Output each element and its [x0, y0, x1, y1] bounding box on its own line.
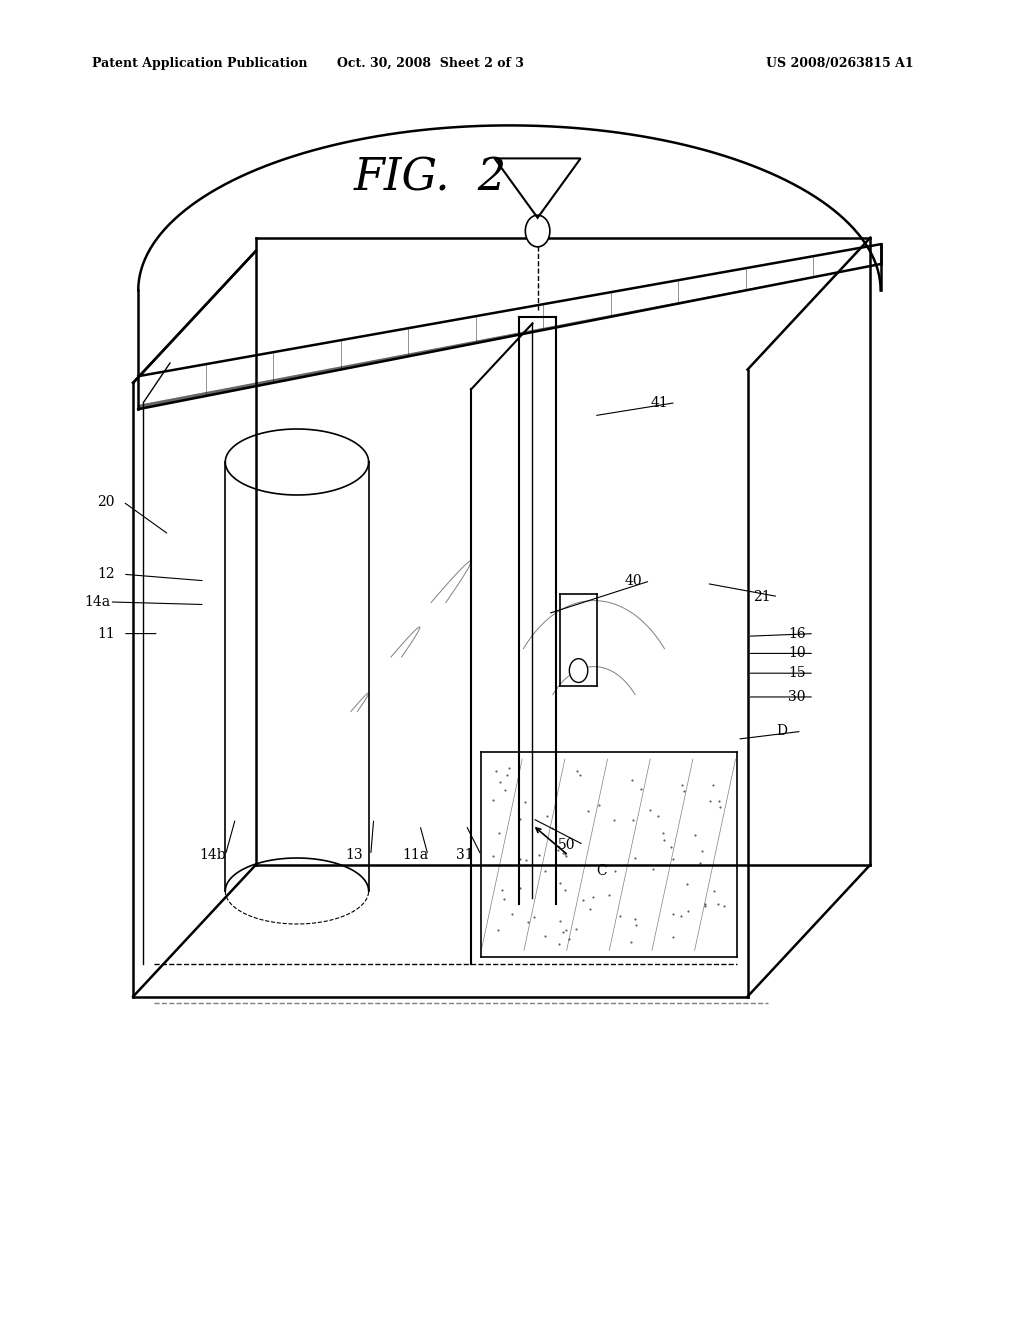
Text: 31: 31 — [456, 849, 473, 862]
Text: 41: 41 — [650, 396, 668, 409]
Text: 12: 12 — [97, 568, 115, 581]
Text: 14b: 14b — [200, 849, 226, 862]
Text: C: C — [596, 865, 606, 878]
Text: 13: 13 — [345, 849, 362, 862]
Text: 10: 10 — [788, 647, 806, 660]
Text: 16: 16 — [788, 627, 806, 640]
Circle shape — [525, 215, 550, 247]
Text: D: D — [776, 725, 787, 738]
Text: FIG.  2: FIG. 2 — [353, 157, 507, 199]
Text: 50: 50 — [558, 838, 575, 851]
Text: 40: 40 — [625, 574, 642, 587]
Text: Patent Application Publication: Patent Application Publication — [92, 57, 307, 70]
Text: Oct. 30, 2008  Sheet 2 of 3: Oct. 30, 2008 Sheet 2 of 3 — [337, 57, 523, 70]
Text: 11: 11 — [97, 627, 115, 640]
Text: US 2008/0263815 A1: US 2008/0263815 A1 — [766, 57, 913, 70]
Circle shape — [569, 659, 588, 682]
Text: 30: 30 — [788, 690, 806, 704]
Text: 11a: 11a — [402, 849, 429, 862]
Text: 21: 21 — [753, 590, 770, 603]
Text: 14a: 14a — [84, 595, 111, 609]
Text: 20: 20 — [97, 495, 115, 508]
Text: 15: 15 — [788, 667, 806, 680]
